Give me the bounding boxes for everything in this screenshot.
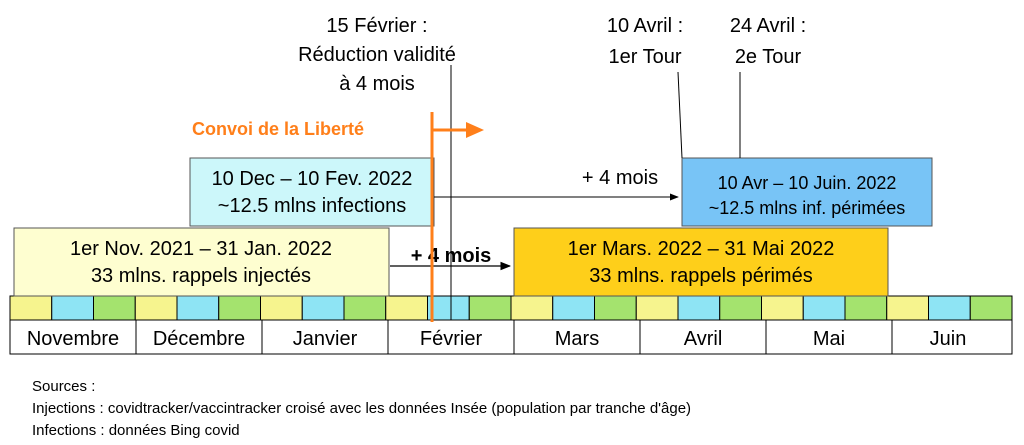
month-label: Mai bbox=[813, 328, 845, 350]
month-label: Novembre bbox=[27, 328, 119, 350]
week-cell bbox=[343, 295, 387, 321]
boosters-expired-box: 1er Mars. 2022 – 31 Mai 2022 33 mlns. ra… bbox=[513, 227, 889, 297]
boosters-box: 1er Nov. 2021 – 31 Jan. 2022 33 mlns. ra… bbox=[13, 227, 390, 297]
week-cell bbox=[928, 295, 971, 321]
month-label: Avril bbox=[684, 328, 723, 350]
feb15-annotation-line: 15 Février : bbox=[326, 15, 427, 37]
month-label: Février bbox=[420, 328, 483, 350]
week-cell bbox=[51, 295, 94, 321]
month-row: Novembre Décembre Janvier Février Mars A… bbox=[9, 319, 1013, 355]
apr10-annotation-line: 10 Avril : bbox=[607, 15, 683, 37]
apr24-annotation-line: 2e Tour bbox=[735, 46, 802, 68]
month-label: Mars bbox=[555, 328, 599, 350]
infections-box-line: ~12.5 mlns infections bbox=[218, 195, 406, 217]
month-row-frame bbox=[9, 319, 1013, 355]
infections-expired-box-line: 10 Avr – 10 Juin. 2022 bbox=[718, 173, 897, 193]
apr10-marker-line bbox=[677, 71, 683, 159]
boosters-expired-box-line: 1er Mars. 2022 – 31 Mai 2022 bbox=[568, 238, 835, 260]
week-cell bbox=[218, 295, 261, 321]
boosters-box-bg bbox=[13, 227, 390, 297]
week-cell bbox=[93, 295, 136, 321]
convoi-arrowhead bbox=[466, 122, 484, 138]
infections-box: 10 Dec – 10 Fev. 2022 ~12.5 mlns infecti… bbox=[189, 157, 435, 227]
week-cell bbox=[385, 295, 428, 321]
week-cell bbox=[677, 295, 721, 321]
apr24-annotation: 24 Avril : 2e Tour bbox=[730, 15, 806, 158]
week-cell bbox=[886, 295, 929, 321]
week-cell bbox=[719, 295, 762, 321]
apr10-annotation: 10 Avril : 1er Tour bbox=[607, 15, 683, 159]
month-label: Janvier bbox=[293, 328, 358, 350]
sources-line: Sources : bbox=[32, 378, 96, 395]
boosters-box-line: 1er Nov. 2021 – 31 Jan. 2022 bbox=[70, 238, 332, 260]
week-cell bbox=[594, 295, 637, 321]
infections-expired-box: 10 Avr – 10 Juin. 2022 ~12.5 mlns inf. p… bbox=[681, 157, 933, 227]
week-cell bbox=[761, 295, 804, 321]
timeline-diagram: Novembre Décembre Janvier Février Mars A… bbox=[9, 15, 1013, 355]
week-cell bbox=[552, 295, 595, 321]
convoi-label: Convoi de la Liberté bbox=[192, 119, 364, 139]
infections-box-bg bbox=[189, 157, 435, 227]
apr10-annotation-line: 1er Tour bbox=[608, 46, 681, 68]
week-cell bbox=[427, 295, 470, 321]
week-cell bbox=[176, 295, 220, 321]
apr24-annotation-line: 24 Avril : bbox=[730, 15, 806, 37]
week-cell bbox=[635, 295, 679, 321]
feb15-annotation-line: à 4 mois bbox=[339, 73, 415, 95]
infections-expired-box-bg bbox=[681, 157, 933, 227]
month-label: Juin bbox=[930, 328, 967, 350]
boosters-expired-box-line: 33 mlns. rappels périmés bbox=[589, 265, 812, 287]
convoi-marker: Convoi de la Liberté bbox=[192, 112, 484, 322]
sources-line: Injections : covidtracker/vaccintracker … bbox=[32, 400, 692, 417]
week-cell bbox=[9, 295, 53, 321]
infections-expired-box-line: ~12.5 mlns inf. périmées bbox=[709, 198, 906, 218]
boosters-box-line: 33 mlns. rappels injectés bbox=[91, 265, 311, 287]
boosters-expired-box-bg bbox=[513, 227, 889, 297]
feb15-annotation: 15 Février : Réduction validité à 4 mois bbox=[298, 15, 456, 320]
sources-block: Sources : Injections : covidtracker/vacc… bbox=[32, 376, 691, 442]
month-label: Décembre bbox=[153, 328, 245, 350]
week-strip bbox=[9, 295, 1013, 321]
week-cell bbox=[802, 295, 846, 321]
sources-line: Infections : données Bing covid bbox=[32, 422, 240, 439]
week-cell bbox=[134, 295, 178, 321]
plus-four-months-label: + 4 mois bbox=[582, 167, 658, 189]
infections-box-line: 10 Dec – 10 Fev. 2022 bbox=[212, 168, 413, 190]
feb15-annotation-line: Réduction validité bbox=[298, 44, 456, 66]
week-cell bbox=[510, 295, 554, 321]
week-cell bbox=[260, 295, 303, 321]
week-cell bbox=[468, 295, 512, 321]
week-cell bbox=[301, 295, 345, 321]
week-cell bbox=[844, 295, 888, 321]
week-cell bbox=[969, 295, 1013, 321]
